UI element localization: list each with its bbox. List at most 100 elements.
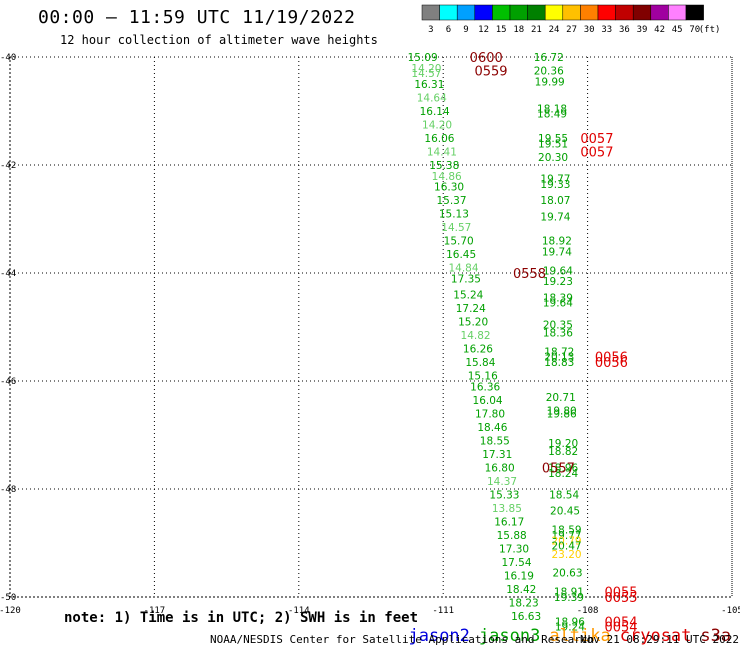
y-tick-label: -40 bbox=[0, 53, 16, 63]
pass-time-label: 0054 bbox=[604, 621, 637, 636]
swh-value-label: 16.72 bbox=[534, 52, 564, 64]
swh-value-label: 19.77 bbox=[540, 174, 570, 186]
pass-time-label: 0055 bbox=[604, 591, 637, 606]
axis-tick-labels: -40 -42 -44 -46 -48 -50 -120 -117 -114 -111 -108 -1… bbox=[0, 53, 740, 616]
colorbar-tick-label: 42 bbox=[654, 25, 665, 35]
swh-value-label: 20.30 bbox=[538, 152, 568, 164]
colorbar-tick-label: 9 bbox=[463, 25, 468, 35]
swh-value-label: 19.74 bbox=[542, 246, 572, 258]
swh-value-label: 18.49 bbox=[537, 109, 567, 121]
x-tick-label: -108 bbox=[577, 606, 599, 616]
swh-value-label: 19.99 bbox=[535, 76, 565, 88]
swh-value-label: 19.74 bbox=[540, 211, 570, 223]
pass-time-label: 0559 bbox=[474, 65, 507, 80]
colorbar-tick-label: 3 bbox=[428, 25, 433, 35]
swh-value-label: 15.09 bbox=[408, 52, 438, 64]
colorbar-swatch bbox=[421, 4, 440, 21]
swh-value-label: 14.20 bbox=[411, 63, 441, 75]
swh-value-label: 19.80 bbox=[547, 406, 577, 418]
swh-value-label: 20.45 bbox=[550, 506, 580, 518]
pass-time-label: 0558 bbox=[513, 267, 546, 282]
swh-value-label: 16.31 bbox=[414, 79, 444, 91]
swh-value-label: 16.30 bbox=[434, 182, 464, 194]
satellite-altika: altika bbox=[549, 626, 611, 646]
y-tick-label: -44 bbox=[0, 269, 16, 279]
swh-value-label: 20.71 bbox=[546, 392, 576, 404]
swh-value-label: 18.39 bbox=[543, 292, 573, 304]
colorbar-swatch bbox=[456, 4, 476, 21]
swh-value-label: 15.33 bbox=[489, 489, 519, 501]
colorbar-tick-label: 21 bbox=[531, 25, 542, 35]
swh-value-label: 18.91 bbox=[554, 587, 584, 599]
pass-time-label: 0600 bbox=[470, 51, 503, 66]
pass-time-label: 0056 bbox=[595, 356, 628, 371]
swh-value-label: 13.85 bbox=[492, 503, 522, 515]
pass-time-label: 0055 bbox=[604, 586, 637, 601]
y-tick-label: -50 bbox=[0, 593, 16, 603]
y-tick-label: -46 bbox=[0, 377, 16, 387]
swh-value-label: 18.46 bbox=[477, 422, 507, 434]
swh-value-label: 14.41 bbox=[427, 147, 457, 159]
colorbar-tick-label: 27 bbox=[566, 25, 577, 35]
colorbar-tick-label: 39 bbox=[637, 25, 648, 35]
swh-value-label: 19.55 bbox=[538, 133, 568, 145]
swh-value-label: 14.20 bbox=[422, 120, 452, 132]
x-tick-label: -111 bbox=[432, 606, 454, 616]
swh-value-label: 16.36 bbox=[470, 381, 500, 393]
swh-value-label: 18.18 bbox=[537, 103, 567, 115]
swh-value-label: 15.24 bbox=[453, 290, 483, 302]
swh-value-label: 18.96 bbox=[548, 462, 578, 474]
colorbar-swatch bbox=[562, 4, 581, 21]
swh-value-label: 19.51 bbox=[538, 138, 568, 150]
colorbar-swatch bbox=[544, 4, 564, 21]
pass-time-label: 0056 bbox=[595, 351, 628, 366]
swh-value-label: 18.92 bbox=[542, 236, 572, 248]
colorbar-tick-label: 45 bbox=[672, 25, 683, 35]
colorbar-tick-label: 12 bbox=[478, 25, 489, 35]
swh-value-label: 14.86 bbox=[432, 171, 462, 183]
satellite-jason2: jason2 bbox=[408, 626, 470, 646]
colorbar-swatch bbox=[668, 4, 687, 21]
swh-value-label: 23.20 bbox=[552, 549, 582, 561]
swh-value-label: 14.64 bbox=[417, 93, 447, 105]
swh-value-label: 15.13 bbox=[439, 209, 469, 221]
swh-value-label: 17.80 bbox=[475, 408, 505, 420]
swh-value-label: 16.19 bbox=[504, 570, 534, 582]
swh-value-label: 16.63 bbox=[511, 611, 541, 623]
swh-value-label: 20.63 bbox=[552, 568, 582, 580]
plot-border bbox=[9, 56, 733, 598]
swh-value-label: 19.86 bbox=[547, 408, 577, 420]
swh-value-label: 15.37 bbox=[436, 195, 466, 207]
swh-value-label: 15.84 bbox=[465, 357, 495, 369]
colorbar-tick-label: 33 bbox=[601, 25, 612, 35]
colorbar-legend: 3 6 9 12 15 18 21 24 27 30 33 36 39 42 45 70(ft) bbox=[421, 4, 720, 35]
swh-value-label: 14.37 bbox=[487, 476, 517, 488]
swh-data-labels: 15.0914.2014.5716.3114.6416.1414.2016.06… bbox=[408, 52, 586, 634]
swh-value-label: 18.42 bbox=[506, 584, 536, 596]
colorbar-tick-label: 30 bbox=[584, 25, 595, 35]
swh-value-label: 16.17 bbox=[494, 516, 524, 528]
swh-value-label: 18.55 bbox=[480, 435, 510, 447]
colorbar-tick-label: 70 bbox=[689, 25, 700, 35]
chart-subtitle: 12 hour collection of altimeter wave hei… bbox=[60, 33, 378, 47]
swh-value-label: 19.20 bbox=[548, 438, 578, 450]
colorbar-swatch bbox=[527, 4, 546, 21]
colorbar-swatch bbox=[632, 4, 652, 21]
swh-value-label: 16.14 bbox=[420, 106, 450, 118]
pass-time-label: 0557 bbox=[542, 461, 575, 476]
swh-value-label: 18.83 bbox=[544, 357, 574, 369]
swh-value-label: 19.77 bbox=[552, 530, 582, 542]
colorbar-tick-label: 15 bbox=[496, 25, 507, 35]
y-tick-label: -42 bbox=[0, 161, 16, 171]
colorbar-swatch bbox=[685, 4, 704, 21]
swh-value-label: 16.04 bbox=[473, 395, 503, 407]
swh-value-label: 18.54 bbox=[549, 489, 579, 501]
x-tick-label: -105 bbox=[721, 606, 740, 616]
satellite-cryosat: cryosat bbox=[619, 626, 692, 646]
swh-value-label: 18.23 bbox=[509, 597, 539, 609]
swh-value-label: 19.39 bbox=[554, 592, 584, 604]
swh-value-label: 17.31 bbox=[482, 449, 512, 461]
grid bbox=[9, 56, 733, 598]
colorbar-tick-label: 18 bbox=[513, 25, 524, 35]
